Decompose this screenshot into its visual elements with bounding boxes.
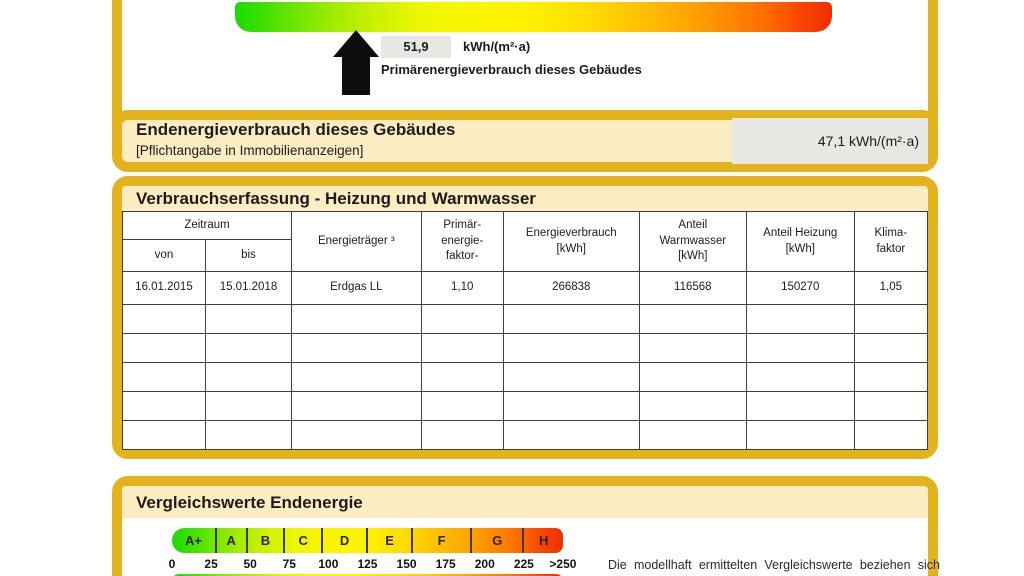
class-d: D — [323, 528, 369, 553]
tick-200: 200 — [474, 557, 495, 571]
cell-energieverbrauch: 266838 — [502, 271, 640, 305]
col-header-zeitraum: Zeitraum — [121, 211, 293, 240]
col-header-anteil-warmwasser: Anteil Warmwasser [kWh] — [638, 211, 747, 272]
cell-anteil-heizung: 150270 — [745, 271, 855, 305]
tick-250plus: >250 — [549, 557, 577, 571]
primary-energy-unit: kWh/(m²·a) — [463, 39, 531, 54]
table-row-empty — [122, 333, 929, 363]
end-energy-title: Endenergieverbrauch dieses Gebäudes — [136, 120, 456, 139]
col-header-klimafaktor: Klima- faktor — [853, 211, 929, 272]
class-c: C — [285, 528, 324, 553]
col-header-energieverbrauch: Energieverbrauch [kWh] — [502, 211, 640, 272]
tick-50: 50 — [243, 557, 257, 571]
col-header-von: von — [122, 239, 206, 272]
consumption-title: Verbrauchserfassung - Heizung und Warmwa… — [122, 186, 928, 211]
cell-bis: 15.01.2018 — [204, 271, 293, 305]
comparison-title: Vergleichswerte Endenergie — [122, 486, 928, 518]
value-pointer-arrow-shaft — [342, 55, 370, 95]
class-a-plus: A+ — [172, 528, 217, 553]
comparison-panel: Vergleichswerte Endenergie A+ A B C D E … — [112, 476, 940, 576]
col-header-primaerfaktor: Primär- energie- faktor- — [420, 211, 504, 272]
class-a: A — [217, 528, 248, 553]
class-e: E — [368, 528, 413, 553]
consumption-table: Zeitraum Energieträger ³ Primär- energie… — [121, 211, 929, 450]
table-row: 16.01.2015 15.01.2018 Erdgas LL 1,10 266… — [122, 271, 929, 305]
tick-25: 25 — [204, 557, 218, 571]
table-row-empty — [122, 362, 929, 392]
end-energy-value: 47,1 kWh/(m²·a) — [732, 118, 928, 164]
consumption-panel: Verbrauchserfassung - Heizung und Warmwa… — [112, 176, 938, 459]
primary-energy-caption: Primärenergieverbrauch dieses Gebäudes — [381, 62, 642, 77]
tick-150: 150 — [396, 557, 417, 571]
class-g: G — [472, 528, 525, 553]
scale-tick-labels: 0 25 50 75 100 125 150 175 200 225 >250 — [154, 557, 581, 571]
class-h: H — [538, 533, 549, 548]
efficiency-class-bar: A+ A B C D E F G H — [172, 528, 563, 553]
energy-scale-gradient-bar — [235, 2, 832, 32]
table-row-empty — [122, 391, 929, 421]
cell-energietraeger: Erdgas LL — [291, 271, 422, 305]
table-row-empty — [122, 304, 929, 334]
cell-klimafaktor: 1,05 — [853, 271, 929, 305]
col-header-anteil-heizung: Anteil Heizung [kWh] — [745, 211, 855, 272]
class-f: F — [413, 528, 473, 553]
cell-anteil-warmwasser: 116568 — [638, 271, 747, 305]
cell-primaerfaktor: 1,10 — [420, 271, 504, 305]
class-b: B — [248, 528, 286, 553]
tick-75: 75 — [282, 557, 296, 571]
tick-100: 100 — [318, 557, 339, 571]
col-header-bis: bis — [204, 239, 293, 272]
tick-225: 225 — [513, 557, 534, 571]
comparison-gradient-bar — [172, 574, 563, 576]
tick-175: 175 — [435, 557, 456, 571]
col-header-energietraeger: Energieträger ³ — [291, 211, 422, 272]
comparison-body: A+ A B C D E F G H 0 25 50 75 100 125 15… — [122, 518, 940, 576]
end-energy-panel: Endenergieverbrauch dieses Gebäudes [Pfl… — [112, 110, 938, 172]
tick-0: 0 — [168, 557, 176, 571]
table-row-empty — [122, 420, 929, 450]
primary-energy-value: 51,9 — [381, 36, 451, 58]
cell-von: 16.01.2015 — [122, 271, 206, 305]
value-pointer-arrow-icon — [333, 30, 379, 57]
comparison-note: Die modellhaft ermittelten Vergleichswer… — [608, 558, 940, 572]
tick-125: 125 — [357, 557, 378, 571]
end-energy-subtitle: [Pflichtangabe in Immobilienanzeigen] — [136, 143, 364, 158]
